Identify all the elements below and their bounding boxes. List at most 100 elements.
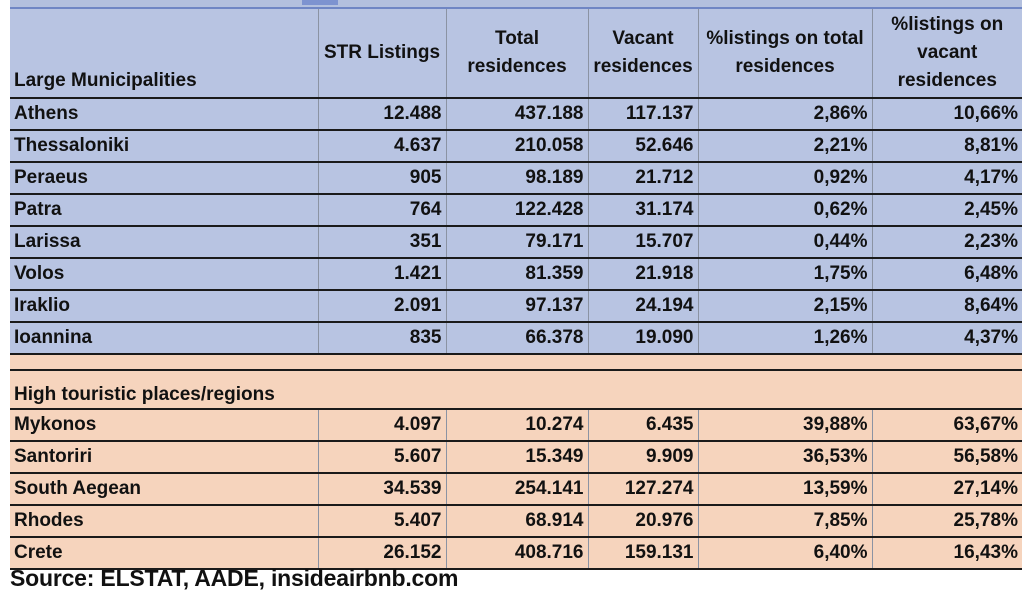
table-cell: 10,66% xyxy=(872,98,1022,131)
row-label: Peraeus xyxy=(10,162,319,195)
table-cell: 10.274 xyxy=(446,409,589,442)
table-row: Crete 26.152 408.716 159.131 6,40% 16,43% xyxy=(10,537,1022,570)
large-municipalities-section: Athens 12.488 437.188 117.137 2,86% 10,66% The… xyxy=(10,98,1022,355)
table-row: Mykonos 4.097 10.274 6.435 39,88% 63,67% xyxy=(10,409,1022,442)
table-cell: 9.909 xyxy=(588,441,699,474)
table-cell: 0,62% xyxy=(698,194,873,227)
table-row: Volos 1.421 81.359 21.918 1,75% 6,48% xyxy=(10,258,1022,291)
table-row: Iraklio 2.091 97.137 24.194 2,15% 8,64% xyxy=(10,290,1022,323)
table-cell: 79.171 xyxy=(446,226,589,259)
high-touristic-section: Mykonos 4.097 10.274 6.435 39,88% 63,67% Santo… xyxy=(10,409,1022,570)
table-cell: 66.378 xyxy=(446,322,589,355)
table-cell: 4.637 xyxy=(318,130,447,163)
section-title-row: High touristic places/regions xyxy=(10,370,1022,410)
table-cell: 98.189 xyxy=(446,162,589,195)
table-cell: 68.914 xyxy=(446,505,589,538)
row-label: Athens xyxy=(10,98,319,131)
row-label: Mykonos xyxy=(10,409,319,442)
spreadsheet: Large Municipalities STR Listings Total … xyxy=(10,0,1022,570)
table-cell: 1.421 xyxy=(318,258,447,291)
table-cell: 2,45% xyxy=(872,194,1022,227)
table-cell: 8,64% xyxy=(872,290,1022,323)
table-cell: 1,75% xyxy=(698,258,873,291)
table-cell: 20.976 xyxy=(588,505,699,538)
table-cell: 210.058 xyxy=(446,130,589,163)
row-label: Thessaloniki xyxy=(10,130,319,163)
table-cell: 34.539 xyxy=(318,473,447,506)
source-note: Source: ELSTAT, AADE, insideairbnb.com xyxy=(10,565,459,591)
table-row: Rhodes 5.407 68.914 20.976 7,85% 25,78% xyxy=(10,505,1022,538)
table-row: Ioannina 835 66.378 19.090 1,26% 4,37% xyxy=(10,322,1022,355)
table-cell: 4,37% xyxy=(872,322,1022,355)
row-label: Santoriri xyxy=(10,441,319,474)
header-vacant-residences: Vacant residences xyxy=(588,9,699,99)
table-cell: 81.359 xyxy=(446,258,589,291)
table-cell: 5.607 xyxy=(318,441,447,474)
table-cell: 0,44% xyxy=(698,226,873,259)
selection-marker xyxy=(302,0,338,5)
table-cell: 63,67% xyxy=(872,409,1022,442)
table-cell: 52.646 xyxy=(588,130,699,163)
header-large-municipalities: Large Municipalities xyxy=(10,9,319,99)
table-cell: 835 xyxy=(318,322,447,355)
table-row: Peraeus 905 98.189 21.712 0,92% 4,17% xyxy=(10,162,1022,195)
table-row: Santoriri 5.607 15.349 9.909 36,53% 56,58% xyxy=(10,441,1022,474)
header-row: Large Municipalities STR Listings Total … xyxy=(10,9,1022,99)
table-cell: 764 xyxy=(318,194,447,227)
table-cell: 437.188 xyxy=(446,98,589,131)
listings-table: Large Municipalities STR Listings Total … xyxy=(10,9,1022,570)
table-row: Larissa 351 79.171 15.707 0,44% 2,23% xyxy=(10,226,1022,259)
top-border xyxy=(10,0,1022,9)
row-label: Larissa xyxy=(10,226,319,259)
table-row: Patra 764 122.428 31.174 0,62% 2,45% xyxy=(10,194,1022,227)
table-cell: 2,21% xyxy=(698,130,873,163)
table-cell: 5.407 xyxy=(318,505,447,538)
table-row: South Aegean 34.539 254.141 127.274 13,59% 27… xyxy=(10,473,1022,506)
table-cell: 4.097 xyxy=(318,409,447,442)
table-row: Athens 12.488 437.188 117.137 2,86% 10,66% xyxy=(10,98,1022,131)
table-cell: 408.716 xyxy=(446,537,589,570)
table-cell: 25,78% xyxy=(872,505,1022,538)
table-cell: 39,88% xyxy=(698,409,873,442)
table-cell: 97.137 xyxy=(446,290,589,323)
table-cell: 905 xyxy=(318,162,447,195)
table-cell: 7,85% xyxy=(698,505,873,538)
row-label: Volos xyxy=(10,258,319,291)
table-row: Thessaloniki 4.637 210.058 52.646 2,21% 8,81% xyxy=(10,130,1022,163)
header-str-listings: STR Listings xyxy=(318,9,447,99)
header-pct-total: %listings on total residences xyxy=(698,9,873,99)
table-cell: 56,58% xyxy=(872,441,1022,474)
row-label: Iraklio xyxy=(10,290,319,323)
table-cell: 12.488 xyxy=(318,98,447,131)
table-cell: 21.712 xyxy=(588,162,699,195)
table-cell: 351 xyxy=(318,226,447,259)
table-cell: 1,26% xyxy=(698,322,873,355)
table-cell: 117.137 xyxy=(588,98,699,131)
table-cell: 31.174 xyxy=(588,194,699,227)
table-cell: 27,14% xyxy=(872,473,1022,506)
table-cell: 122.428 xyxy=(446,194,589,227)
table-cell: 21.918 xyxy=(588,258,699,291)
table-cell: 16,43% xyxy=(872,537,1022,570)
row-label: Rhodes xyxy=(10,505,319,538)
header-total-residences: Total residences xyxy=(446,9,589,99)
table-cell: 36,53% xyxy=(698,441,873,474)
table-cell: 2,23% xyxy=(872,226,1022,259)
table-cell: 4,17% xyxy=(872,162,1022,195)
table-cell: 6,48% xyxy=(872,258,1022,291)
table-cell: 8,81% xyxy=(872,130,1022,163)
table-cell: 15.349 xyxy=(446,441,589,474)
table-cell: 24.194 xyxy=(588,290,699,323)
table-cell: 19.090 xyxy=(588,322,699,355)
section-divider: High touristic places/regions xyxy=(10,354,1022,410)
section-title-high-touristic: High touristic places/regions xyxy=(10,370,1022,410)
table-cell: 6,40% xyxy=(698,537,873,570)
table-cell: 2.091 xyxy=(318,290,447,323)
table-cell: 2,86% xyxy=(698,98,873,131)
table-cell: 159.131 xyxy=(588,537,699,570)
table-cell: 13,59% xyxy=(698,473,873,506)
row-label: Patra xyxy=(10,194,319,227)
table-cell: 6.435 xyxy=(588,409,699,442)
table-cell: 26.152 xyxy=(318,537,447,570)
row-label: Crete xyxy=(10,537,319,570)
